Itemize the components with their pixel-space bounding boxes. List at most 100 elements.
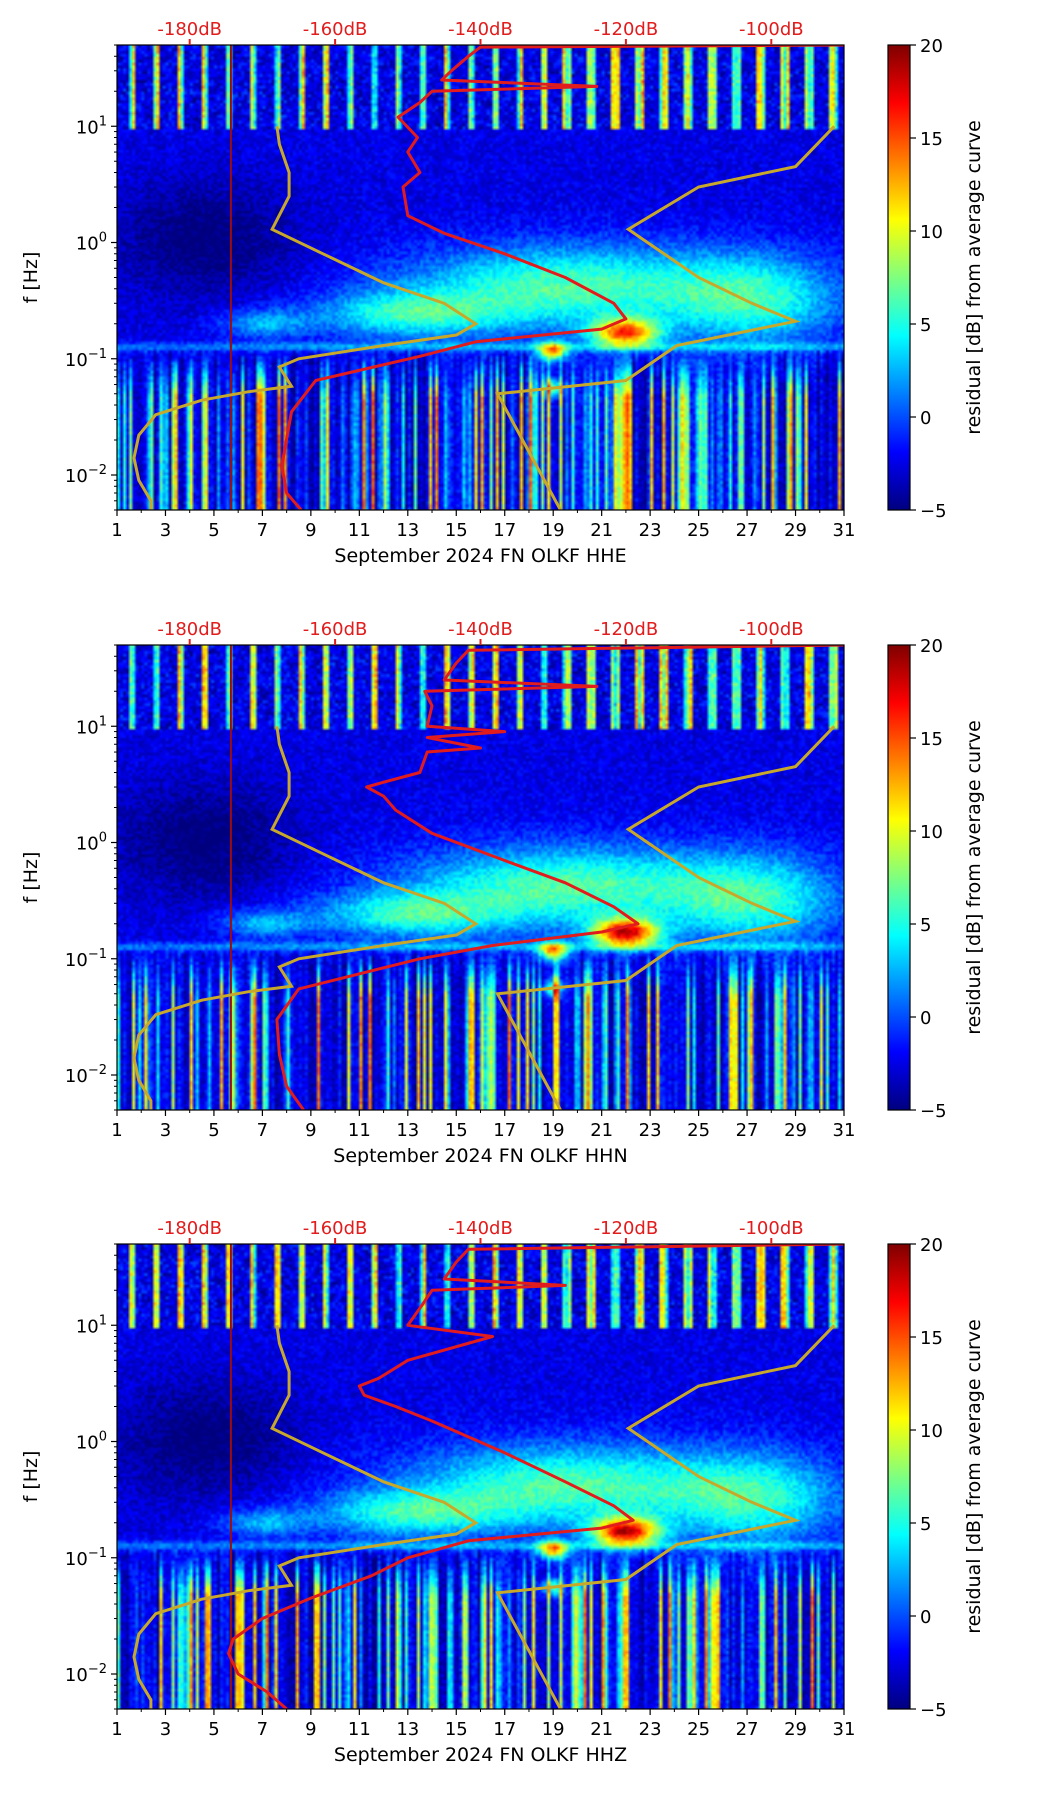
colorbar-tick-label: 0 bbox=[920, 408, 931, 429]
y-tick-label: 100 bbox=[76, 1430, 107, 1454]
x-tick-label: 19 bbox=[542, 520, 565, 541]
y-axis-label: f [Hz] bbox=[20, 1451, 42, 1503]
x-tick-label: 3 bbox=[160, 520, 171, 541]
x-tick-label: 25 bbox=[687, 1719, 710, 1740]
y-tick-label: 10−2 bbox=[65, 463, 107, 487]
y-tick-label: 101 bbox=[76, 1313, 107, 1337]
x-tick-label: 17 bbox=[493, 520, 516, 541]
x-tick-label: 13 bbox=[396, 1120, 419, 1141]
colorbar-tick-label: 10 bbox=[920, 222, 943, 243]
x-tick-label: 31 bbox=[833, 1120, 856, 1141]
x-tick-label: 13 bbox=[396, 520, 419, 541]
top-tick-label: -160dB bbox=[303, 19, 368, 40]
colorbar-gradient bbox=[887, 44, 911, 511]
colorbar-tick-label: −5 bbox=[920, 501, 947, 522]
low-noise-model-line bbox=[132, 1325, 479, 1709]
x-tick-label: 21 bbox=[590, 1120, 613, 1141]
colorbar-tick-label: 15 bbox=[920, 129, 943, 150]
spectrogram-plot-area bbox=[116, 644, 845, 1111]
top-axis-db-ticks: -180dB -160dB -140dB -120dB -100dB bbox=[157, 19, 804, 45]
colorbar-tick-label: 20 bbox=[920, 36, 943, 57]
top-tick-label: -120dB bbox=[594, 19, 659, 40]
x-tick-label: 31 bbox=[833, 520, 856, 541]
x-tick-label: 11 bbox=[348, 1120, 371, 1141]
x-tick-label: 1 bbox=[111, 1120, 122, 1141]
y-tick-label: 100 bbox=[76, 231, 107, 255]
x-tick-label: 31 bbox=[833, 1719, 856, 1740]
x-tick-label: 23 bbox=[639, 520, 662, 541]
top-tick-label: -120dB bbox=[594, 1218, 659, 1239]
low-noise-model-line bbox=[132, 126, 479, 510]
colorbar-tick-label: 20 bbox=[920, 636, 943, 657]
colorbar-tick-label: 20 bbox=[920, 1235, 943, 1256]
x-tick-label: 9 bbox=[305, 1120, 316, 1141]
colorbar: −5 0 5 10 15 20 bbox=[887, 636, 947, 1122]
x-tick-label: 21 bbox=[590, 520, 613, 541]
colorbar-tick-label: 15 bbox=[920, 1328, 943, 1349]
x-tick-label: 27 bbox=[736, 1120, 759, 1141]
x-tick-label: 1 bbox=[111, 520, 122, 541]
spectrogram-image bbox=[117, 645, 844, 1110]
spectrogram-panel-hhz: 1 3 5 7 9 11 13 15 17 19 21 23 25 27 29 31 10−210−11001… bbox=[20, 1218, 985, 1766]
colorbar-tick-label: 5 bbox=[920, 315, 931, 336]
spectrogram-image bbox=[117, 45, 844, 510]
colorbar-label: residual [dB] from average curve bbox=[963, 720, 985, 1035]
high-noise-model-line bbox=[495, 1324, 836, 1709]
spectrogram-image bbox=[117, 1244, 844, 1709]
y-axis-ticks: 10−2 10−1 100 101 bbox=[65, 44, 117, 511]
x-tick-label: 5 bbox=[208, 1120, 219, 1141]
x-axis-label: September 2024 FN OLKF HHE bbox=[334, 545, 626, 567]
colorbar-tick-label: 10 bbox=[920, 1421, 943, 1442]
x-axis-ticks: 1 3 5 7 9 11 13 15 17 19 21 23 25 27 29 31 bbox=[111, 510, 855, 541]
top-tick-label: -120dB bbox=[594, 619, 659, 640]
colorbar-gradient bbox=[887, 644, 911, 1111]
colorbar-tick-label: 5 bbox=[920, 1514, 931, 1535]
x-axis-ticks: 1 3 5 7 9 11 13 15 17 19 21 23 25 27 29 31 bbox=[111, 1110, 855, 1141]
x-axis-label: September 2024 FN OLKF HHN bbox=[333, 1145, 627, 1167]
x-axis-ticks: 1 3 5 7 9 11 13 15 17 19 21 23 25 27 29 31 bbox=[111, 1709, 855, 1740]
x-tick-label: 13 bbox=[396, 1719, 419, 1740]
y-axis-label: f [Hz] bbox=[20, 252, 42, 304]
colorbar-label: residual [dB] from average curve bbox=[963, 120, 985, 435]
x-tick-label: 21 bbox=[590, 1719, 613, 1740]
y-tick-label: 10−1 bbox=[65, 347, 107, 371]
top-tick-label: -160dB bbox=[303, 619, 368, 640]
top-axis-db-ticks: -180dB -160dB -140dB -120dB -100dB bbox=[157, 619, 804, 645]
x-tick-label: 25 bbox=[687, 520, 710, 541]
y-tick-label: 10−2 bbox=[65, 1063, 107, 1087]
colorbar-tick-label: 5 bbox=[920, 915, 931, 936]
x-tick-label: 23 bbox=[639, 1719, 662, 1740]
colorbar-tick-label: 0 bbox=[920, 1607, 931, 1628]
y-tick-label: 101 bbox=[76, 114, 107, 138]
x-tick-label: 15 bbox=[445, 520, 468, 541]
x-tick-label: 25 bbox=[687, 1120, 710, 1141]
colorbar-tick-label: 10 bbox=[920, 822, 943, 843]
x-tick-label: 7 bbox=[257, 1120, 268, 1141]
top-tick-label: -180dB bbox=[157, 619, 222, 640]
top-tick-label: -160dB bbox=[303, 1218, 368, 1239]
x-tick-label: 27 bbox=[736, 1719, 759, 1740]
colorbar: −5 0 5 10 15 20 bbox=[887, 1235, 947, 1721]
high-noise-model-line bbox=[495, 125, 836, 510]
colorbar-tick-label: 0 bbox=[920, 1008, 931, 1029]
x-tick-label: 7 bbox=[257, 1719, 268, 1740]
y-tick-label: 10−2 bbox=[65, 1662, 107, 1686]
y-axis-ticks: 10−2 10−1 100 101 bbox=[65, 1243, 117, 1710]
top-tick-label: -140dB bbox=[448, 1218, 513, 1239]
y-tick-label: 10−1 bbox=[65, 947, 107, 971]
top-axis-db-ticks: -180dB -160dB -140dB -120dB -100dB bbox=[157, 1218, 804, 1244]
y-tick-label: 10−1 bbox=[65, 1546, 107, 1570]
y-axis-label: f [Hz] bbox=[20, 852, 42, 904]
top-tick-label: -180dB bbox=[157, 1218, 222, 1239]
x-tick-label: 7 bbox=[257, 520, 268, 541]
x-tick-label: 23 bbox=[639, 1120, 662, 1141]
x-tick-label: 1 bbox=[111, 1719, 122, 1740]
colorbar-tick-label: −5 bbox=[920, 1700, 947, 1721]
top-tick-label: -100dB bbox=[739, 619, 804, 640]
colorbar-gradient bbox=[887, 1243, 911, 1710]
top-tick-label: -140dB bbox=[448, 619, 513, 640]
colorbar-label: residual [dB] from average curve bbox=[963, 1319, 985, 1634]
x-tick-label: 29 bbox=[784, 1120, 807, 1141]
x-tick-label: 29 bbox=[784, 1719, 807, 1740]
y-tick-label: 100 bbox=[76, 831, 107, 855]
